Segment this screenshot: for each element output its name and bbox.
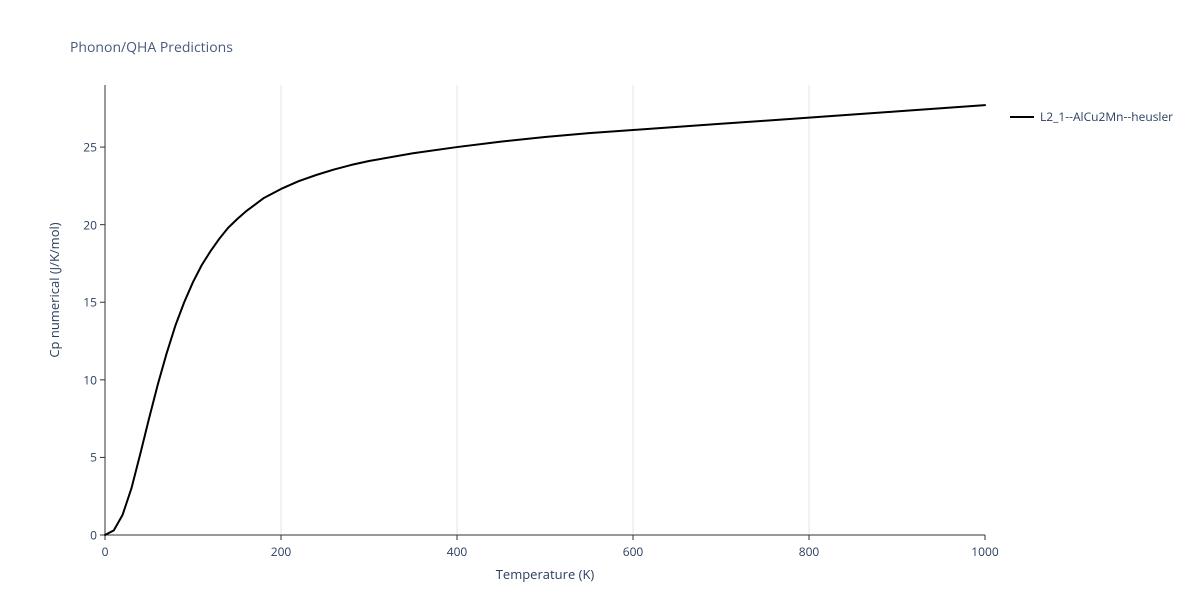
y-tick-label: 20 xyxy=(75,216,97,233)
y-axis-label: Cp numerical (J/K/mol) xyxy=(45,190,63,390)
y-tick-label: 5 xyxy=(75,449,97,466)
legend-label: L2_1--AlCu2Mn--heusler xyxy=(1040,108,1173,125)
y-tick-label: 10 xyxy=(75,371,97,388)
x-tick-label: 800 xyxy=(799,543,820,560)
legend-line-swatch xyxy=(1010,116,1034,118)
series-line[interactable] xyxy=(105,105,985,535)
y-tick-label: 15 xyxy=(75,294,97,311)
x-tick-label: 0 xyxy=(102,543,109,560)
x-axis-label: Temperature (K) xyxy=(485,565,605,583)
plot-svg xyxy=(0,0,1200,600)
y-tick-label: 0 xyxy=(75,527,97,544)
chart-container: Phonon/QHA Predictions Cp numerical (J/K… xyxy=(0,0,1200,600)
y-tick-label: 25 xyxy=(75,139,97,156)
x-tick-label: 1000 xyxy=(971,543,998,560)
x-tick-label: 600 xyxy=(623,543,644,560)
legend-item[interactable]: L2_1--AlCu2Mn--heusler xyxy=(1010,108,1173,125)
x-tick-label: 200 xyxy=(271,543,292,560)
x-tick-label: 400 xyxy=(447,543,468,560)
